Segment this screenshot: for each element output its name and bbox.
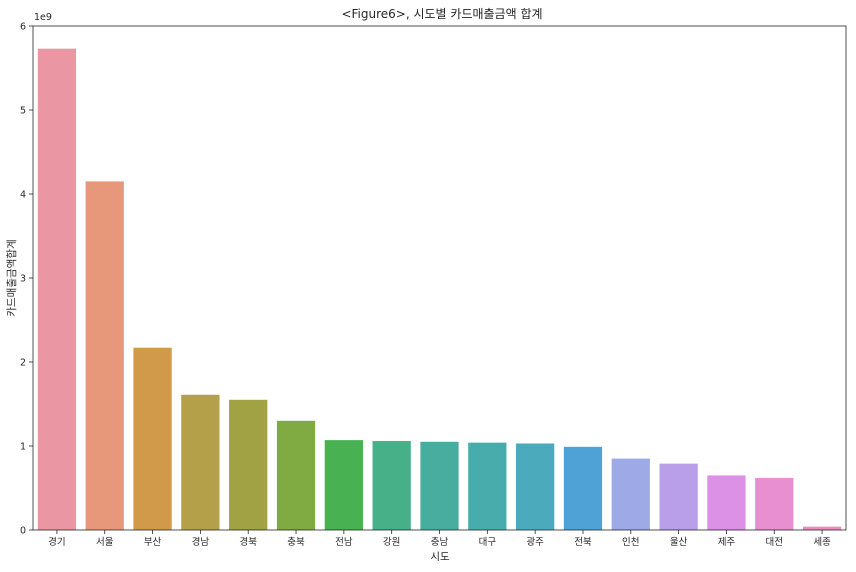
x-tick-label: 세종 (813, 537, 831, 548)
x-tick-label: 충북 (287, 537, 305, 548)
bars-group (37, 48, 842, 531)
y-tick-label: 5 (20, 106, 26, 117)
axes-frame (32, 25, 847, 531)
bar-대전 (755, 477, 794, 530)
bar-충북 (276, 420, 316, 530)
y-tick-label: 2 (20, 358, 26, 369)
bar-세종 (802, 526, 842, 530)
x-tick-label: 울산 (670, 537, 688, 548)
x-tick-label: 인천 (622, 537, 639, 548)
bar-대구 (468, 442, 507, 530)
x-axis-ticks: 경기 서울 부산 경남 경북 충북 전남 강원 충남 대구 광주 전북 인천 울산 제주 대전 세종 (48, 530, 831, 548)
bar-전북 (563, 446, 603, 530)
y-axis-ticks: 0 1 2 3 4 5 6 (20, 22, 33, 537)
chart-title: <Figure6>, 시도별 카드매출금액 합계 (341, 7, 542, 21)
x-tick-label: 서울 (96, 537, 114, 548)
x-tick-label: 부산 (144, 537, 162, 548)
x-tick-label: 대전 (766, 537, 783, 548)
bar-경기 (37, 48, 77, 531)
bar-전남 (324, 440, 363, 530)
plot-border (32, 25, 847, 531)
bar-광주 (516, 443, 555, 530)
bar-울산 (659, 463, 698, 530)
x-tick-label: 전북 (574, 537, 592, 548)
x-tick-label: 충남 (431, 537, 449, 548)
y-tick-label: 3 (20, 274, 26, 285)
y-axis-offset-label: 1e9 (34, 12, 52, 23)
bar-경남 (181, 394, 220, 530)
y-tick-label: 1 (20, 442, 26, 453)
x-tick-label: 대구 (479, 537, 497, 548)
x-axis-label: 시도 (430, 551, 450, 563)
x-tick-label: 광주 (526, 536, 544, 548)
y-tick-label: 0 (20, 526, 26, 537)
y-tick-label: 6 (20, 22, 26, 33)
x-tick-label: 강원 (383, 537, 400, 548)
y-axis-label: 카드매출금액합계 (6, 239, 18, 316)
bar-충남 (420, 441, 459, 530)
x-tick-label: 제주 (718, 537, 736, 548)
x-tick-label: 경북 (239, 536, 257, 548)
y-tick-label: 4 (20, 190, 26, 201)
x-tick-label: 전남 (335, 537, 353, 548)
bar-경북 (229, 399, 268, 530)
bar-제주 (707, 475, 746, 530)
bar-서울 (85, 181, 124, 530)
bar-강원 (372, 440, 411, 530)
bar-인천 (611, 458, 650, 530)
x-tick-label: 경남 (192, 536, 210, 548)
x-tick-label: 경기 (48, 536, 65, 548)
bar-부산 (133, 347, 172, 530)
